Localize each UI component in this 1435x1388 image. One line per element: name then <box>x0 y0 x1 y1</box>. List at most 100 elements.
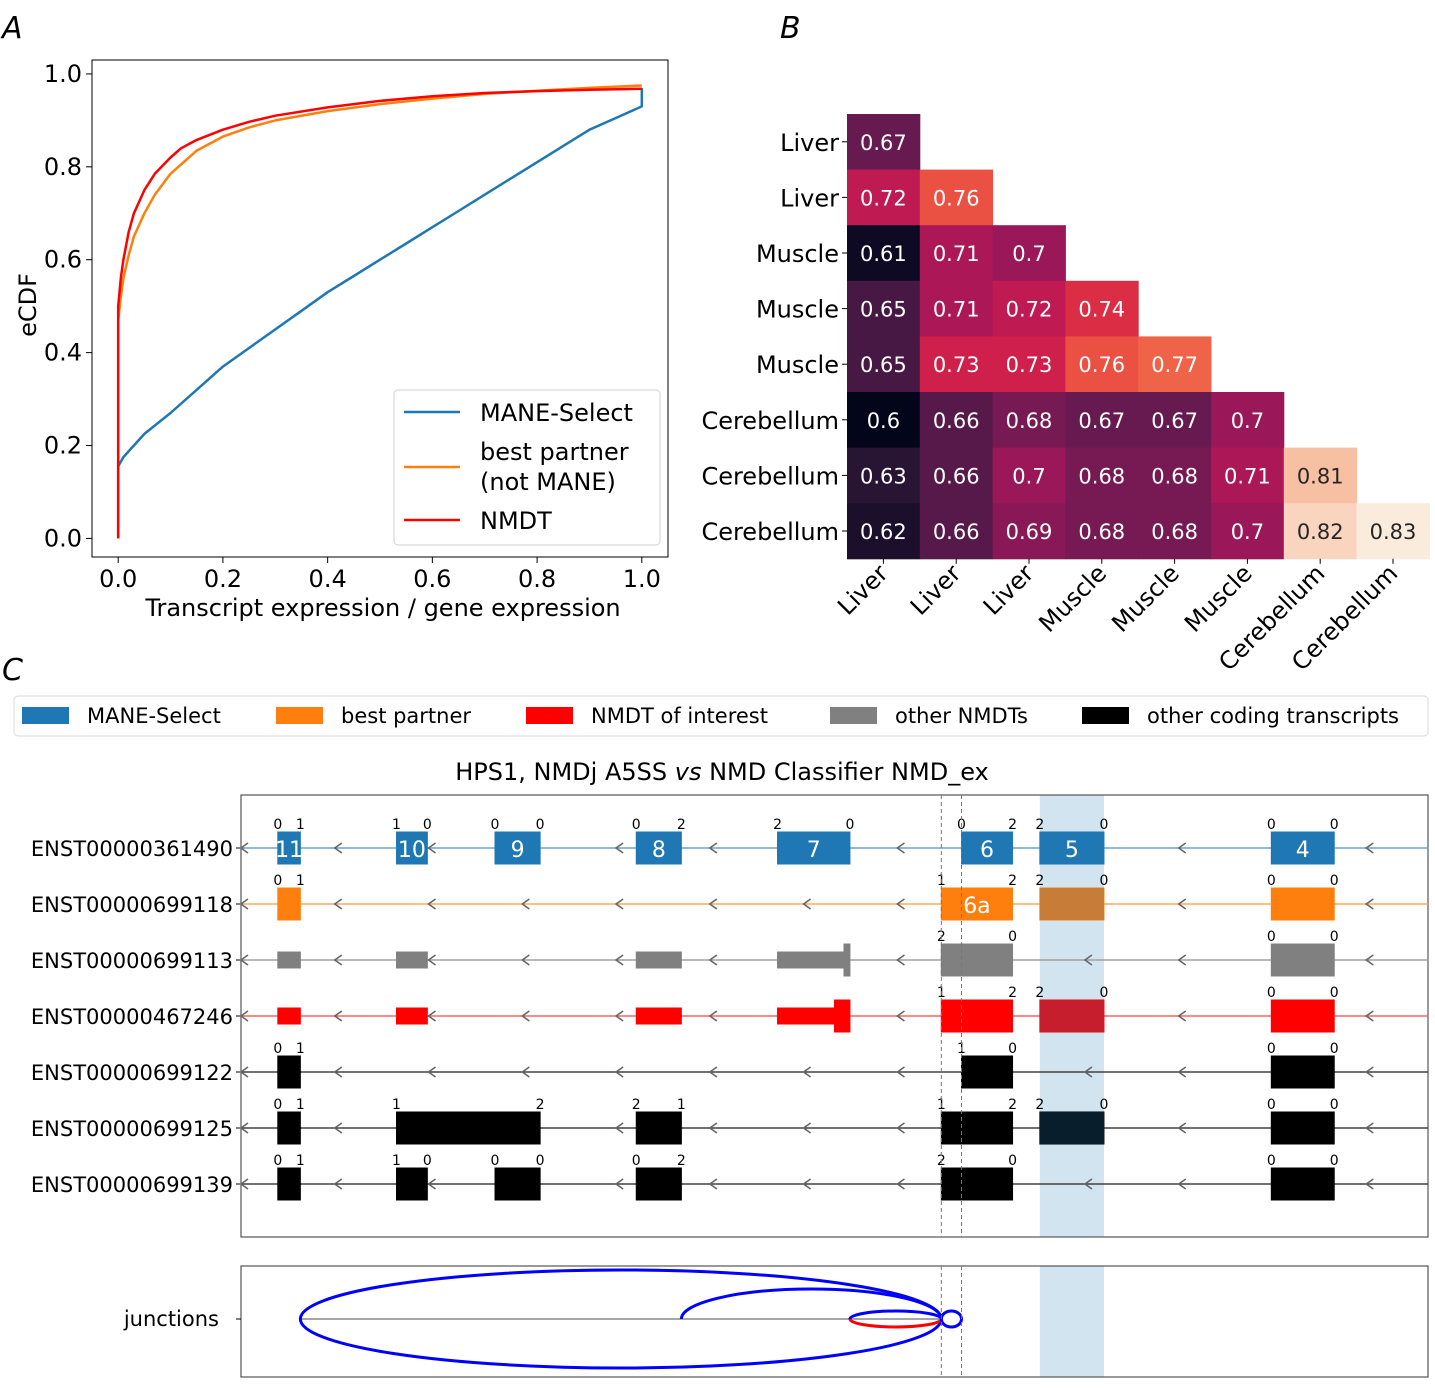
legend-label-best-partner-1: best partner <box>480 438 629 466</box>
exon-phase-left: 0 <box>273 1153 282 1169</box>
cell-value-label: 0.77 <box>1151 353 1198 377</box>
exon <box>1039 999 1105 1033</box>
strand-arrow-icon <box>708 842 718 854</box>
exon <box>395 1111 541 1145</box>
col-label: Muscle <box>1106 559 1185 638</box>
exon-phase-left: 2 <box>1035 817 1044 833</box>
exon <box>277 887 301 921</box>
cell-value-label: 0.76 <box>933 186 980 210</box>
legend-box <box>13 695 1429 737</box>
panel-label-c: C <box>2 653 23 688</box>
exon-phase-left: 0 <box>1267 929 1276 945</box>
y-tick-label: 0.2 <box>44 432 82 460</box>
exon <box>277 1167 301 1201</box>
cell-value-label: 0.76 <box>1078 353 1125 377</box>
cell-value-label: 0.74 <box>1078 298 1125 322</box>
exon-phase-left: 0 <box>273 873 282 889</box>
cell-value-label: 0.65 <box>860 298 907 322</box>
panel-label-a: A <box>0 11 23 46</box>
strand-arrow-icon <box>520 1066 530 1078</box>
exon <box>1270 999 1335 1033</box>
exon-phase-right: 2 <box>1008 985 1017 1001</box>
heatmap-cell <box>1356 503 1430 560</box>
exon <box>1270 1111 1335 1145</box>
exon <box>777 1007 835 1025</box>
exon-phase-right: 2 <box>1008 873 1017 889</box>
strand-arrow-icon <box>427 954 437 966</box>
transcript-id-label: ENST00000361490 <box>31 837 233 861</box>
exon <box>1270 1167 1335 1201</box>
exon-phase-left: 0 <box>1267 1153 1276 1169</box>
strand-arrow-icon <box>896 1010 905 1022</box>
heatmap-cell <box>1211 503 1285 560</box>
exon-phase-right: 0 <box>536 817 545 833</box>
strand-arrow-icon <box>1364 1122 1374 1134</box>
cell-value-label: 0.71 <box>933 242 980 266</box>
exon-phase-left: 0 <box>273 817 282 833</box>
heatmap-cell <box>847 447 921 504</box>
exon-phase-right: 2 <box>677 817 686 833</box>
exon-number-label: 11 <box>275 838 303 863</box>
strand-arrow-icon <box>896 954 905 966</box>
legend-swatch <box>830 707 877 724</box>
series-line-nmdt <box>116 87 642 539</box>
heatmap-cell <box>992 447 1066 504</box>
strand-arrow-icon <box>896 1178 905 1190</box>
cell-value-label: 0.73 <box>933 353 980 377</box>
junction-arc <box>679 1287 943 1320</box>
exon <box>1270 831 1335 865</box>
strand-arrow-icon <box>614 842 624 854</box>
legend-box <box>393 389 661 546</box>
cell-value-label: 0.63 <box>860 464 907 488</box>
col-label: Muscle <box>1034 559 1113 638</box>
col-label: Liver <box>978 559 1040 621</box>
col-label: Liver <box>905 559 967 621</box>
exon-phase-right: 2 <box>1008 817 1017 833</box>
strand-arrow-icon <box>1083 1178 1093 1190</box>
strand-arrow-icon <box>708 1010 718 1022</box>
exon-phase-right: 1 <box>296 817 305 833</box>
exon-phase-left: 0 <box>273 1097 282 1113</box>
heatmap-cell <box>992 392 1066 449</box>
exon-phase-left: 2 <box>773 817 782 833</box>
strand-arrow-icon <box>614 1066 624 1078</box>
column-labels: Liver Liver LiverMuscleMuscleMuscleCerebel… <box>832 558 1403 676</box>
row-label: Liver <box>780 129 839 157</box>
cell-value-label: 0.82 <box>1297 520 1344 544</box>
exon-phase-right: 0 <box>1099 817 1108 833</box>
heatmap-cell <box>847 336 921 393</box>
strand-arrow-icon <box>802 1178 812 1190</box>
col-label: Liver <box>832 559 894 621</box>
exon <box>1039 887 1105 921</box>
exon <box>940 887 1014 921</box>
correlation-heatmap: 0.67 0.72 0.76 0.61 0.71 0.7 0.65 0.71 0.72 0.74 0… <box>701 114 1430 676</box>
exon-phase-right: 0 <box>845 817 854 833</box>
heatmap-cell <box>1211 447 1285 504</box>
strand-arrow-icon <box>333 1010 343 1022</box>
strand-arrow-icon <box>802 1066 812 1078</box>
strand-arrow-icon <box>427 1066 437 1078</box>
strand-arrow-icon <box>896 1122 905 1134</box>
cell-value-label: 0.67 <box>860 131 907 155</box>
exon-phase-right: 0 <box>1330 929 1339 945</box>
strand-arrow-icon <box>333 954 343 966</box>
heatmap-cell <box>847 169 921 226</box>
heatmap-cell <box>919 503 994 560</box>
strand-arrow-icon <box>427 1178 437 1190</box>
strand-arrow-icon <box>1177 842 1187 854</box>
legend-label: MANE-Select <box>87 704 221 728</box>
y-tick-label: 1.0 <box>44 60 82 88</box>
legend-label: best partner <box>341 704 471 728</box>
strand-arrow-icon <box>239 898 249 910</box>
legend-label-mane: MANE-Select <box>480 399 633 427</box>
heatmap-cell <box>1211 392 1285 449</box>
plot-title: HPS1, NMDj A5SS vs NMD Classifier NMD_ex <box>455 758 989 786</box>
exon-number-label: 10 <box>398 838 426 863</box>
strand-arrow-icon <box>1177 1010 1187 1022</box>
cell-value-label: 0.7 <box>1231 409 1264 433</box>
transcript-id-label: ENST00000467246 <box>31 1005 233 1029</box>
heatmap-cell <box>1065 280 1139 337</box>
exon-phase-right: 0 <box>1330 1153 1339 1169</box>
